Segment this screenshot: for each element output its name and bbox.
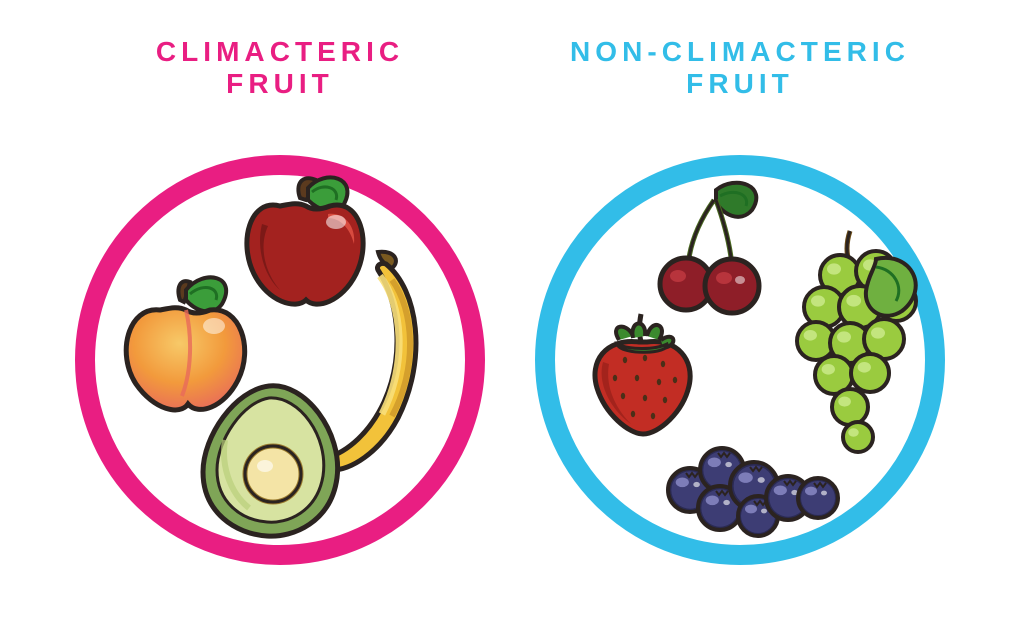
infographic-stage: CLIMACTERIC FRUIT (0, 0, 1024, 629)
grapes-icon (780, 215, 930, 455)
avocado-icon (195, 380, 345, 540)
climacteric-title: CLIMACTERIC FRUIT (30, 36, 530, 100)
non-climacteric-title: NON-CLIMACTERIC FRUIT (490, 36, 990, 100)
strawberry-icon (575, 300, 705, 440)
cherries-icon (640, 180, 780, 320)
blueberries-icon (650, 420, 840, 540)
